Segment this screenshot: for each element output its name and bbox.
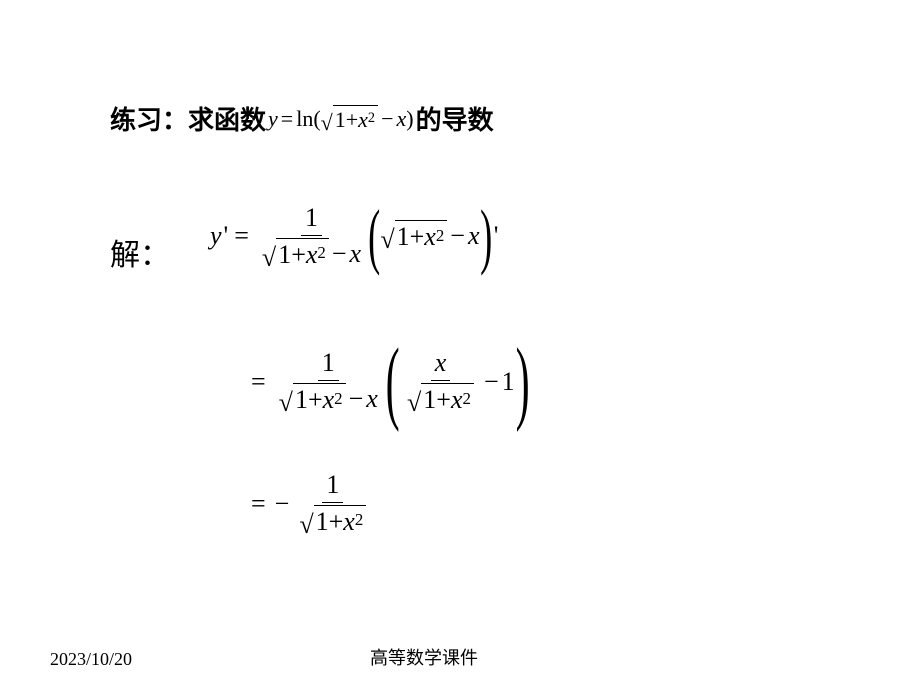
problem-line: 练习：求函数 y = ln( √ 1 + x 2 − x ) 的导数 bbox=[110, 100, 810, 137]
footer-date: 2023/10/20 bbox=[50, 649, 132, 670]
sqrt-icon: √ 1 + x 2 bbox=[407, 383, 474, 415]
problem-prefix: 练习：求函数 bbox=[110, 100, 266, 137]
fraction: 1 √ 1 + x 2 − x bbox=[258, 203, 365, 270]
sqrt-icon: √ 1 + x 2 bbox=[380, 220, 447, 252]
problem-formula: y = ln( √ 1 + x 2 − x ) bbox=[268, 105, 414, 133]
fraction: 1 √ 1 + x 2 − x bbox=[275, 348, 382, 415]
inner-fraction: x √ 1 + x 2 bbox=[403, 348, 478, 415]
equation-2: = 1 √ 1 + x 2 − x ( x bbox=[245, 335, 530, 429]
problem-suffix: 的导数 bbox=[416, 100, 494, 137]
sqrt-icon: √ 1 + x 2 bbox=[321, 105, 378, 133]
sqrt-icon: √ 1 + x 2 bbox=[279, 383, 346, 415]
solution-label: 解： bbox=[110, 230, 170, 274]
slide-content: 练习：求函数 y = ln( √ 1 + x 2 − x ) 的导数 bbox=[110, 100, 810, 137]
sqrt-icon: √ 1 + x 2 bbox=[262, 238, 329, 270]
equation-3: = − 1 √ 1 + x 2 bbox=[245, 470, 373, 537]
sqrt-icon: √ 1 + x 2 bbox=[299, 505, 366, 537]
equation-1: y ' = 1 √ 1 + x 2 − x ( √ bbox=[210, 200, 498, 273]
footer-title: 高等数学课件 bbox=[370, 644, 478, 670]
fraction: 1 √ 1 + x 2 bbox=[295, 470, 370, 537]
